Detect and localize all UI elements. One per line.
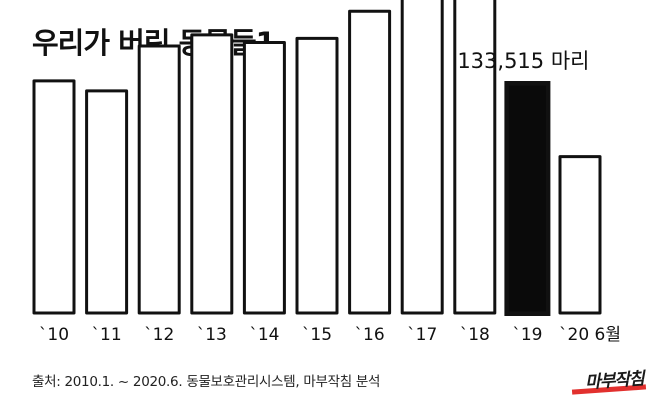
tick-label-2: `12 (144, 325, 174, 345)
bar-6 (348, 9, 392, 315)
bar-2 (137, 44, 181, 315)
bar-0 (32, 79, 76, 315)
bar-9 (505, 82, 549, 315)
tick-label-10: `20 6월 (559, 325, 621, 345)
tick-label-9: `19 (512, 325, 542, 345)
bar-1 (85, 89, 129, 315)
bar-10 (558, 155, 602, 315)
tick-label-8: `18 (460, 325, 490, 345)
tick-label-4: `14 (249, 325, 279, 345)
tick-label-1: `11 (92, 325, 122, 345)
bar-4 (242, 41, 286, 315)
data-label: 133,515 마리 (457, 49, 589, 73)
bar-5 (295, 36, 339, 315)
tick-label-7: `17 (407, 325, 437, 345)
tick-label-6: `16 (355, 325, 385, 345)
bar-3 (190, 33, 234, 315)
bar-highlight-outline (504, 81, 551, 316)
tick-label-5: `15 (302, 325, 332, 345)
brand-logo: 마부작침 (584, 368, 645, 394)
bar-8 (453, 0, 497, 315)
source-note: 출처: 2010.1. ~ 2020.6. 동물보호관리시스템, 마부작침 분석 (32, 374, 381, 390)
bar-7 (400, 0, 444, 315)
tick-label-0: `10 (39, 325, 69, 345)
tick-label-3: `13 (197, 325, 227, 345)
